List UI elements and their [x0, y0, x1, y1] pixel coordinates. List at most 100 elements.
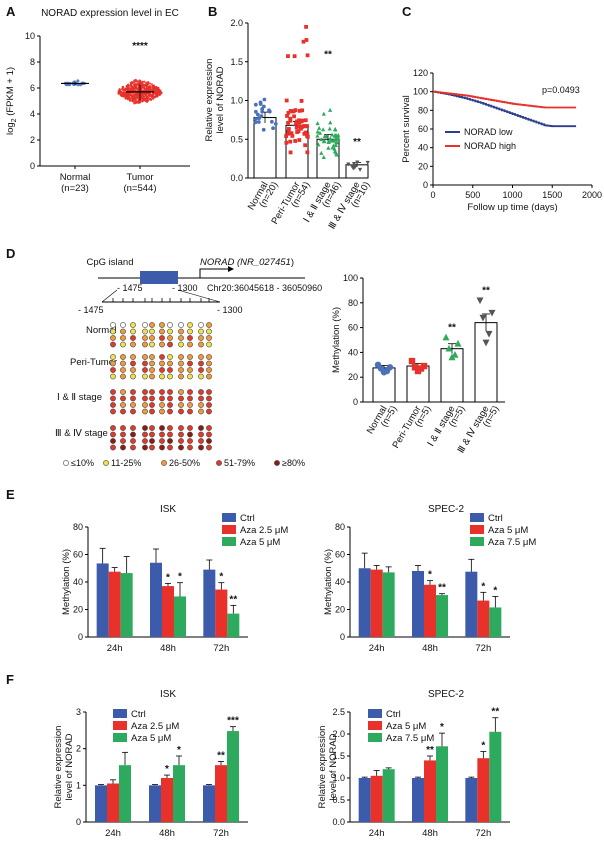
methylation-site [167, 322, 173, 328]
methylation-site [198, 402, 204, 408]
data-point [355, 160, 360, 165]
methylation-site [120, 402, 126, 408]
data-point [317, 130, 323, 135]
data-point [137, 81, 141, 84]
methylation-site [142, 438, 148, 444]
data-point [333, 132, 339, 137]
row-label: Ⅰ & Ⅱ stage [57, 392, 102, 403]
data-point [346, 162, 351, 167]
methylation-site [149, 367, 155, 373]
methylation-site [206, 328, 212, 335]
methylation-site [159, 402, 165, 408]
methylation-site [120, 328, 126, 335]
methylation-site [130, 395, 136, 402]
y-axis-label: Relative expression [204, 59, 215, 142]
methylation-site [110, 341, 116, 348]
legend-label: Ctrl [386, 709, 401, 720]
data-point [121, 93, 124, 96]
y-tick-label: 80 [348, 298, 358, 308]
y-axis-label: Methylation (%) [331, 307, 342, 373]
bar [162, 586, 174, 637]
methylation-site [187, 335, 193, 341]
data-point [153, 96, 156, 99]
position-right: - 1300 [172, 283, 198, 293]
methylation-site [198, 408, 204, 415]
methylation-site [178, 438, 184, 444]
data-point [137, 98, 140, 102]
data-point [294, 121, 298, 126]
data-point [119, 91, 123, 94]
methylation-site [178, 322, 184, 328]
data-point [380, 369, 388, 376]
significance-label: * [428, 570, 432, 581]
methylation-site [198, 425, 204, 431]
panel-label: C [402, 4, 412, 19]
cpg-island-box [140, 271, 178, 284]
data-point [304, 24, 308, 29]
methylation-site [178, 431, 184, 438]
data-point [330, 145, 335, 150]
data-point [351, 162, 357, 167]
methylation-site [206, 373, 212, 380]
data-point [482, 339, 490, 347]
methylation-site [120, 408, 126, 415]
data-point [147, 93, 150, 97]
zoom-line [101, 289, 118, 303]
methylation-site [110, 425, 116, 431]
y-tick-label: 20 [418, 161, 428, 171]
data-point [442, 333, 450, 341]
methylation-site [142, 367, 148, 373]
data-point [131, 99, 134, 102]
y-axis-label: Relative expression [317, 726, 328, 809]
significance-label: ** [217, 751, 225, 762]
data-point [292, 114, 296, 119]
methylation-site [198, 431, 204, 438]
data-point [332, 146, 337, 151]
bar [227, 613, 240, 637]
y-tick-label: 80 [335, 522, 345, 532]
legend-swatch [222, 525, 236, 534]
legend-swatch [470, 525, 484, 534]
methylation-site [187, 373, 193, 380]
y-tick-label: 20 [348, 372, 358, 382]
y-tick-label: 60 [418, 124, 428, 134]
methylation-site [130, 438, 136, 444]
legend-swatch [368, 709, 382, 718]
data-point [76, 79, 80, 83]
data-point [305, 134, 310, 138]
y-tick-label: 1.0 [230, 96, 243, 106]
methylation-site [159, 444, 165, 451]
methylation-site [206, 425, 212, 431]
legend-label: Aza 5 μM [488, 525, 528, 536]
methylation-site [142, 389, 148, 395]
data-point [305, 124, 309, 128]
methylation-site [110, 408, 116, 415]
methylation-site [130, 328, 136, 335]
bar [424, 760, 436, 822]
data-point [445, 344, 453, 352]
methylation-site [167, 431, 173, 438]
methylation-site [198, 341, 204, 348]
methylation-site [187, 408, 193, 415]
panel-label: B [208, 4, 217, 19]
y-axis-label: Methylation (%) [323, 549, 334, 615]
methylation-site [206, 431, 212, 438]
y-axis-label: level of NORAD [328, 733, 339, 800]
methylation-site [142, 322, 148, 328]
methylation-site [159, 438, 165, 444]
data-point [297, 138, 302, 142]
data-point [126, 97, 129, 100]
methylation-site [178, 335, 184, 341]
bar [370, 569, 383, 637]
data-point [294, 125, 299, 130]
legend-swatch [470, 537, 484, 546]
y-axis-label: Percent survival [401, 95, 412, 163]
methylation-site [187, 431, 193, 438]
legend-swatch [222, 513, 236, 522]
methylation-site [178, 408, 184, 415]
y-tick-label: 1.5 [332, 751, 345, 761]
bar [477, 758, 490, 822]
data-point [131, 88, 134, 92]
data-point [159, 91, 162, 94]
methylation-site [149, 395, 155, 402]
